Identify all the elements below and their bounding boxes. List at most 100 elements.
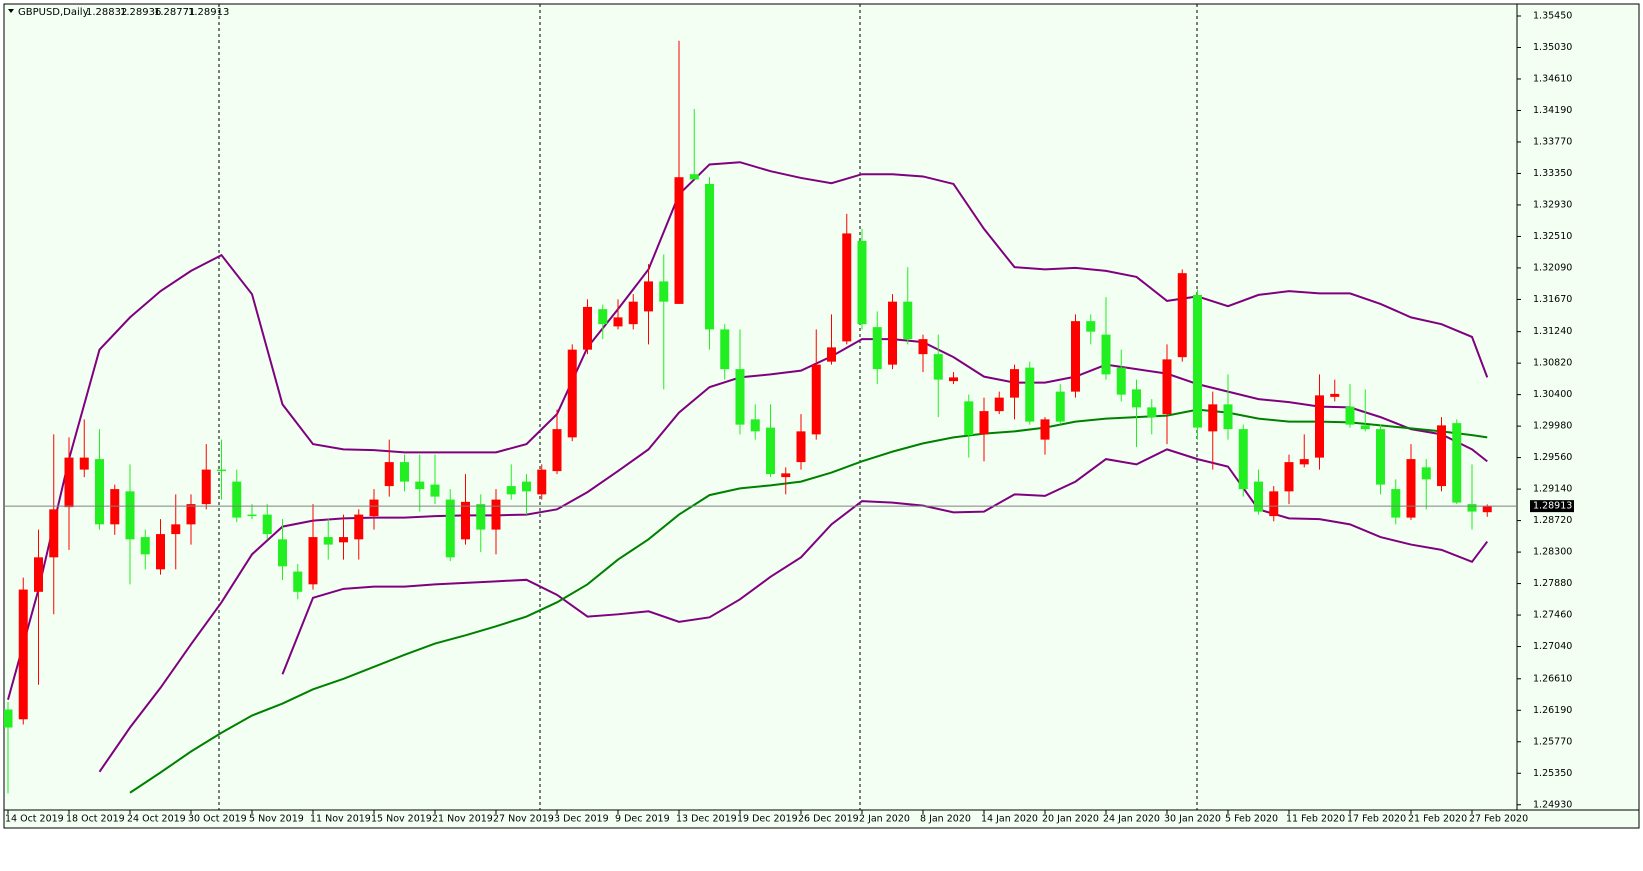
candle-body bbox=[400, 462, 409, 482]
candle-body bbox=[888, 301, 897, 365]
x-tick-label: 30 Jan 2020 bbox=[1164, 814, 1221, 825]
candle-body bbox=[567, 349, 577, 438]
candle-body bbox=[933, 354, 943, 380]
time-axis bbox=[3, 809, 1640, 829]
candle-body bbox=[583, 306, 592, 350]
candle-body bbox=[1040, 419, 1050, 440]
y-tick-label: 1.26190 bbox=[1533, 705, 1572, 716]
candle-body bbox=[34, 557, 43, 592]
candle-body bbox=[339, 537, 348, 543]
candle-body bbox=[1376, 429, 1385, 485]
y-tick-label: 1.27040 bbox=[1533, 641, 1572, 652]
candle-body bbox=[674, 177, 684, 304]
indicator-layer bbox=[7, 161, 1489, 794]
candle-body bbox=[506, 486, 516, 495]
y-tick-label: 1.31240 bbox=[1533, 326, 1572, 337]
candle-body bbox=[750, 419, 760, 432]
x-tick-label: 27 Nov 2019 bbox=[493, 814, 554, 825]
candle-body bbox=[171, 524, 181, 535]
candle-body bbox=[1315, 395, 1324, 458]
candle-body bbox=[766, 427, 775, 475]
candle-body bbox=[781, 473, 791, 478]
candle-body bbox=[140, 537, 150, 555]
candle-body bbox=[857, 240, 867, 325]
indicator-line bbox=[281, 448, 1489, 675]
candle-body bbox=[872, 327, 882, 370]
y-tick-label: 1.33770 bbox=[1533, 136, 1572, 147]
candle-body bbox=[827, 347, 836, 362]
candle-body bbox=[1452, 423, 1462, 503]
candle-body bbox=[994, 397, 1004, 412]
candle-body bbox=[308, 537, 318, 585]
x-tick-label: 5 Feb 2020 bbox=[1225, 814, 1278, 825]
x-tick-label: 30 Oct 2019 bbox=[188, 814, 247, 825]
y-tick-label: 1.25350 bbox=[1533, 768, 1572, 779]
candle-body bbox=[903, 301, 913, 340]
candle-body bbox=[1254, 481, 1263, 512]
x-tick-label: 14 Oct 2019 bbox=[5, 814, 64, 825]
candle-body bbox=[1223, 404, 1233, 430]
candle-body bbox=[811, 364, 821, 435]
y-tick-label: 1.26610 bbox=[1533, 673, 1572, 684]
candle-body bbox=[415, 481, 425, 490]
candle-body bbox=[979, 411, 989, 435]
y-tick-label: 1.28300 bbox=[1533, 547, 1572, 558]
header: GBPUSD,Daily 1.28832 1.28936 1.28771 1.2… bbox=[8, 7, 229, 18]
plot-area bbox=[3, 3, 1518, 811]
candle-body bbox=[1147, 407, 1157, 418]
last-price-label: 1.28913 bbox=[1533, 501, 1572, 512]
candle-body bbox=[354, 514, 364, 540]
indicator-line bbox=[7, 161, 1489, 701]
candle-body bbox=[552, 429, 562, 472]
y-tick-label: 1.35450 bbox=[1533, 10, 1572, 21]
y-tick-label: 1.35030 bbox=[1533, 42, 1572, 53]
candle-body bbox=[1238, 429, 1248, 490]
candle-body bbox=[522, 481, 531, 492]
x-tick-label: 20 Jan 2020 bbox=[1042, 814, 1099, 825]
candle-body bbox=[1208, 404, 1218, 432]
x-tick-label: 15 Nov 2019 bbox=[371, 814, 432, 825]
header-high: 1.28936 bbox=[120, 7, 161, 18]
candle-body bbox=[186, 504, 196, 525]
candle-body bbox=[323, 537, 333, 545]
x-tick-label: 2 Jan 2020 bbox=[859, 814, 910, 825]
x-tick-label: 26 Dec 2019 bbox=[798, 814, 859, 825]
candle-body bbox=[1177, 273, 1187, 358]
header-open: 1.28832 bbox=[86, 7, 127, 18]
candle-body bbox=[949, 377, 958, 382]
y-tick-label: 1.32930 bbox=[1533, 199, 1572, 210]
candle-body bbox=[247, 514, 257, 517]
candle-body bbox=[1132, 389, 1141, 408]
header-close: 1.28913 bbox=[188, 7, 229, 18]
candle-body bbox=[1086, 321, 1096, 332]
candle-body bbox=[18, 589, 28, 720]
candle-body bbox=[491, 499, 501, 530]
candle-body bbox=[1391, 489, 1401, 518]
candle-body bbox=[461, 501, 470, 540]
candle-body bbox=[217, 469, 226, 472]
candle-body bbox=[476, 504, 486, 530]
x-tick-label: 24 Jan 2020 bbox=[1103, 814, 1160, 825]
y-tick-label: 1.24930 bbox=[1533, 799, 1572, 810]
candle-body bbox=[1269, 491, 1279, 517]
candle-body bbox=[964, 401, 974, 436]
x-tick-label: 8 Jan 2020 bbox=[920, 814, 971, 825]
candle-body bbox=[1071, 321, 1080, 392]
candle-body bbox=[262, 514, 272, 535]
y-tick-label: 1.27460 bbox=[1533, 610, 1572, 621]
candle-body bbox=[1193, 294, 1202, 428]
last-price-box bbox=[1530, 500, 1574, 513]
x-tick-label: 21 Feb 2020 bbox=[1408, 814, 1467, 825]
x-tick-label: 24 Oct 2019 bbox=[127, 814, 186, 825]
candle-body bbox=[644, 281, 653, 312]
candle-body bbox=[278, 539, 287, 567]
x-tick-label: 17 Feb 2020 bbox=[1347, 814, 1406, 825]
candle-body bbox=[918, 339, 928, 355]
y-tick-label: 1.31670 bbox=[1533, 294, 1572, 305]
indicator-line bbox=[98, 338, 1488, 773]
candle-body bbox=[445, 499, 455, 558]
candle-body bbox=[613, 317, 623, 327]
candle-body bbox=[110, 489, 120, 525]
header-arrow bbox=[8, 9, 14, 13]
